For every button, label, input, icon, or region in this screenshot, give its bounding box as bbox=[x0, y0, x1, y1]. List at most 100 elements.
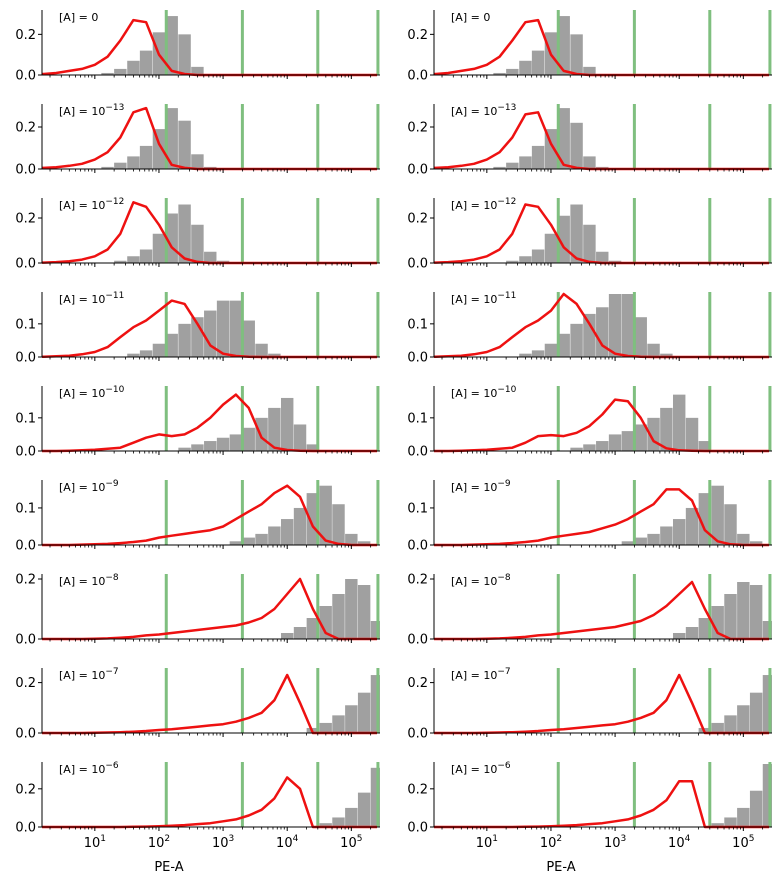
hist-bar bbox=[583, 66, 596, 75]
hist-bar bbox=[724, 594, 737, 639]
hist-bar bbox=[570, 122, 583, 169]
panel-r3-c1: 0.0 0.2 [A] = 10−12 bbox=[15, 197, 380, 272]
x-axis-title: PE-A bbox=[546, 860, 575, 875]
hist-bar bbox=[506, 162, 519, 169]
hist-bar bbox=[101, 72, 114, 75]
x-tick-label: 102 bbox=[540, 834, 562, 851]
panel-r3-c2: 0.0 0.2 [A] = 10−12 bbox=[407, 197, 772, 272]
hist-bar bbox=[268, 407, 281, 451]
hist-bar bbox=[749, 541, 763, 545]
hist-bar bbox=[357, 541, 371, 545]
hist-bar bbox=[698, 441, 712, 451]
hist-bar bbox=[204, 441, 217, 451]
y-tick-label: 0.0 bbox=[407, 445, 428, 460]
hist-bar bbox=[737, 582, 750, 639]
hist-bar bbox=[191, 66, 204, 75]
hist-bar bbox=[749, 692, 763, 733]
x-axis-title: PE-A bbox=[154, 860, 183, 875]
hist-bar bbox=[127, 256, 140, 263]
y-tick-label: 0.1 bbox=[407, 317, 428, 332]
fit-curve bbox=[42, 484, 377, 547]
concentration-label: [A] = 0 bbox=[451, 11, 490, 24]
concentration-label: [A] = 10−7 bbox=[59, 667, 119, 682]
panel-r5-c2: 0.0 0.1 [A] = 10−10 bbox=[407, 385, 772, 460]
y-tick-label: 0.2 bbox=[407, 782, 428, 797]
x-tick-label: 104 bbox=[276, 834, 299, 851]
hist-bar bbox=[647, 533, 660, 545]
hist-bar bbox=[280, 633, 294, 639]
y-tick-label: 0.0 bbox=[407, 257, 428, 272]
panel-r5-c1: 0.0 0.1 [A] = 10−10 bbox=[15, 385, 380, 460]
hist-bar bbox=[519, 256, 532, 263]
hist-bar bbox=[306, 493, 320, 545]
hist-bar bbox=[242, 320, 255, 357]
hist-bar bbox=[127, 353, 140, 357]
concentration-label: [A] = 10−8 bbox=[451, 573, 511, 588]
y-tick-label: 0.1 bbox=[15, 317, 36, 332]
y-tick-label: 0.0 bbox=[15, 257, 36, 272]
fit-curve bbox=[42, 776, 377, 829]
panel-r9-c2: 0.0 0.2 [A] = 10−6 101 102 103 104 105 PE-A bbox=[407, 761, 772, 875]
hist-bar bbox=[139, 249, 153, 263]
x-tick-label: 104 bbox=[668, 834, 691, 851]
hist-bar bbox=[531, 50, 545, 75]
y-tick-label: 0.1 bbox=[15, 411, 36, 426]
hist-bar bbox=[229, 434, 243, 451]
hist-bar bbox=[634, 317, 647, 357]
hist-bar bbox=[762, 621, 772, 639]
hist-bar bbox=[621, 431, 635, 451]
hist-bar bbox=[724, 817, 737, 827]
hist-bar bbox=[685, 627, 699, 639]
hist-bar bbox=[570, 204, 583, 263]
panel-r7-c2: 0.0 0.2 [A] = 10−8 bbox=[407, 573, 772, 648]
hist-bar bbox=[306, 444, 320, 451]
y-tick-label: 0.0 bbox=[15, 163, 36, 178]
hist-bar bbox=[178, 323, 191, 357]
y-tick-label: 0.0 bbox=[407, 539, 428, 554]
fit-curve bbox=[42, 18, 377, 77]
panel-r4-c1: 0.0 0.1 [A] = 10−11 bbox=[15, 291, 380, 366]
hist-bar bbox=[280, 519, 294, 545]
hist-bar bbox=[178, 204, 191, 263]
panel-r6-c1: 0.0 0.1 [A] = 10−9 bbox=[15, 479, 380, 554]
hist-bar bbox=[255, 417, 268, 451]
panel-r4-c2: 0.0 0.1 [A] = 10−11 bbox=[407, 291, 772, 366]
hist-bar bbox=[634, 537, 647, 545]
hist-bar bbox=[178, 120, 191, 169]
hist-bar bbox=[506, 260, 519, 263]
hist-bar bbox=[345, 807, 358, 827]
hist-bar bbox=[621, 541, 635, 545]
hist-bar bbox=[216, 300, 230, 357]
concentration-label: [A] = 10−12 bbox=[451, 197, 516, 212]
hist-bar bbox=[319, 485, 332, 545]
hist-bar bbox=[293, 424, 307, 451]
hist-bar bbox=[345, 705, 358, 733]
hist-bar bbox=[608, 434, 622, 451]
hist-bar bbox=[519, 353, 532, 357]
hist-bar bbox=[127, 156, 140, 169]
hist-bar bbox=[531, 145, 545, 169]
y-tick-label: 0.1 bbox=[407, 501, 428, 516]
hist-bar bbox=[711, 722, 724, 733]
hist-bar bbox=[583, 444, 596, 451]
y-tick-label: 0.0 bbox=[407, 727, 428, 742]
hist-bar bbox=[268, 526, 281, 545]
hist-bar bbox=[685, 507, 699, 545]
hist-bar bbox=[370, 621, 380, 639]
hist-bar bbox=[114, 260, 127, 263]
hist-bar bbox=[268, 353, 281, 357]
hist-bar bbox=[204, 251, 217, 263]
hist-bar bbox=[306, 618, 320, 639]
hist-bar bbox=[229, 541, 243, 545]
x-tick-label: 105 bbox=[340, 834, 362, 851]
y-tick-label: 0.0 bbox=[15, 69, 36, 84]
hist-bar bbox=[139, 50, 153, 75]
hist-bar bbox=[685, 417, 699, 451]
hist-bar bbox=[370, 675, 380, 733]
hist-bar bbox=[114, 162, 127, 169]
hist-bar bbox=[570, 323, 583, 357]
hist-bar bbox=[583, 224, 596, 263]
hist-bar bbox=[357, 585, 371, 639]
hist-bar bbox=[165, 108, 178, 169]
y-tick-label: 0.2 bbox=[15, 212, 36, 227]
